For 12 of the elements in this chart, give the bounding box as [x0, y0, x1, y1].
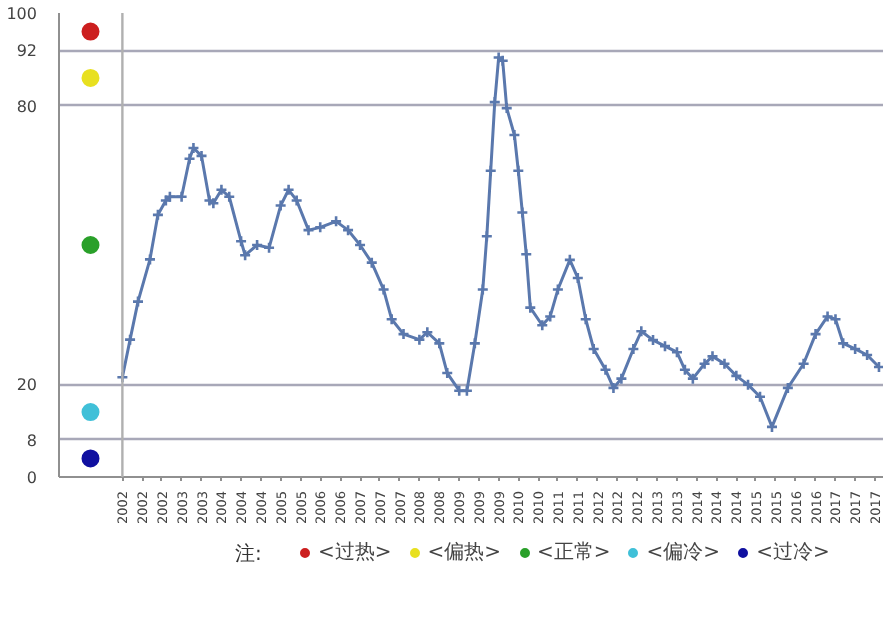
y-tick-label: 8 [26, 431, 38, 450]
legend-title: 注: [235, 542, 262, 566]
legend-label: <偏冷> [646, 540, 721, 566]
y-tick-label: 80 [16, 97, 38, 116]
legend-label: <正常> [537, 539, 611, 566]
y-tick-label: 0 [26, 469, 38, 487]
y-tick-label: 20 [16, 376, 38, 395]
y-tick-label: 100 [6, 5, 38, 23]
legend-label: <过冷> [756, 539, 830, 566]
y-tick-label: 92 [16, 42, 38, 61]
legend-label: <过热> [318, 539, 392, 566]
legend-label: <偏热> [427, 540, 502, 566]
